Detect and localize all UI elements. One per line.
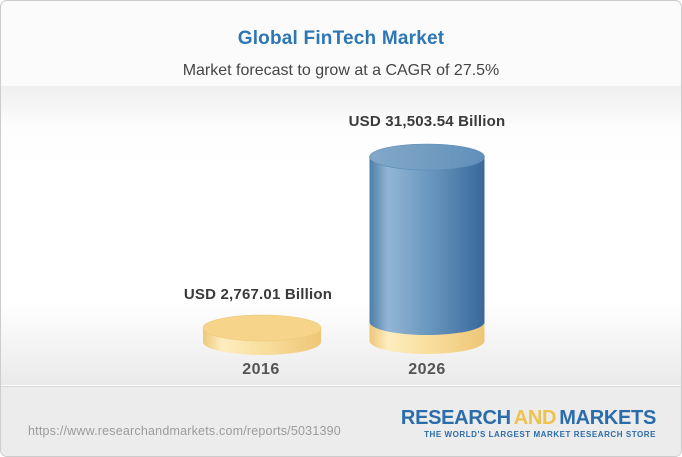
- footer: https://www.researchandmarkets.com/repor…: [1, 386, 681, 456]
- chart-subtitle: Market forecast to grow at a CAGR of 27.…: [182, 62, 500, 79]
- category-label-2026: 2026: [408, 361, 446, 378]
- logo-word-markets: MARKETS: [559, 407, 656, 429]
- research-and-markets-logo: RESEARCH AND MARKETS THE WORLD'S LARGEST M…: [401, 408, 656, 439]
- logo-wordmark: RESEARCH AND MARKETS: [401, 408, 656, 428]
- category-label-2016: 2016: [242, 361, 280, 378]
- chart-title: Global FinTech Market: [237, 28, 445, 49]
- plot-area: [1, 86, 681, 385]
- logo-word-and: AND: [513, 407, 557, 429]
- value-label-2026: USD 31,503.54 Billion: [348, 113, 506, 130]
- value-label-2016: USD 2,767.01 Billion: [183, 286, 333, 303]
- source-url: https://www.researchandmarkets.com/repor…: [28, 424, 341, 438]
- logo-word-research: RESEARCH: [400, 407, 511, 429]
- logo-tagline: THE WORLD'S LARGEST MARKET RESEARCH STOR…: [424, 430, 656, 439]
